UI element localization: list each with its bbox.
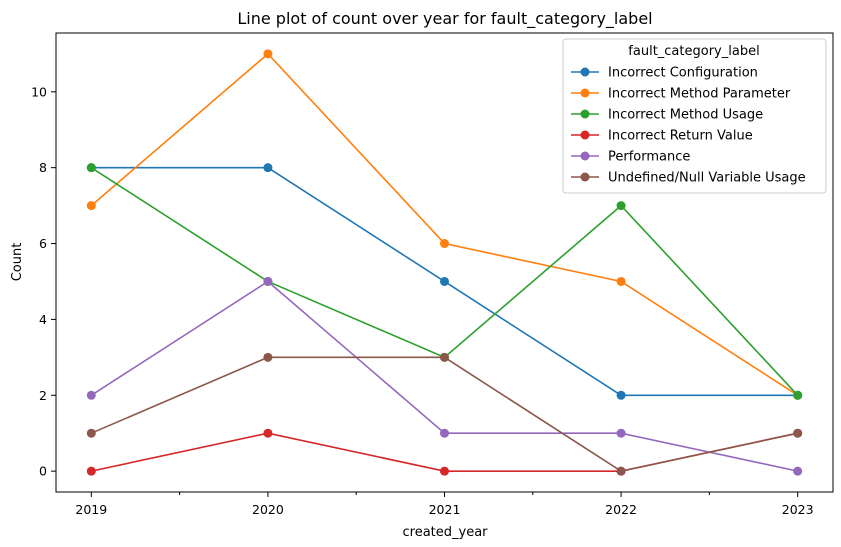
legend-marker bbox=[580, 130, 590, 140]
data-point bbox=[793, 428, 803, 438]
data-point bbox=[86, 390, 96, 400]
legend-label: Incorrect Method Usage bbox=[608, 108, 763, 123]
legend-marker bbox=[580, 88, 590, 98]
data-point bbox=[86, 466, 96, 476]
y-tick-label: 10 bbox=[31, 84, 47, 99]
legend-label: Incorrect Return Value bbox=[608, 129, 753, 144]
series-layer bbox=[86, 49, 803, 476]
data-point bbox=[616, 201, 626, 211]
legend-item: Incorrect Return Value bbox=[571, 129, 753, 144]
y-tick-label: 4 bbox=[39, 312, 47, 327]
y-tick-label: 0 bbox=[39, 464, 47, 479]
data-point bbox=[616, 390, 626, 400]
legend-item: Incorrect Method Usage bbox=[571, 108, 763, 123]
x-tick-label: 2023 bbox=[782, 502, 814, 517]
x-tick-label: 2019 bbox=[75, 502, 107, 517]
x-axis-label: created_year bbox=[402, 525, 488, 540]
data-point bbox=[86, 163, 96, 173]
legend-title: fault_category_label bbox=[628, 44, 759, 59]
legend-item: Undefined/Null Variable Usage bbox=[571, 171, 806, 186]
data-point bbox=[86, 428, 96, 438]
data-point bbox=[616, 428, 626, 438]
data-point bbox=[440, 276, 449, 286]
legend-items: Incorrect Configuration Incorrect Method … bbox=[571, 66, 806, 186]
legend-marker bbox=[580, 172, 590, 182]
y-axis-ticks: 0 2 4 6 8 10 bbox=[31, 84, 56, 479]
legend-label: Incorrect Configuration bbox=[608, 66, 758, 81]
data-point bbox=[86, 201, 96, 211]
y-tick-label: 6 bbox=[39, 236, 47, 251]
legend-item: Incorrect Configuration bbox=[571, 66, 758, 81]
data-point bbox=[263, 428, 273, 438]
series-undefined-null-variable-usage bbox=[86, 352, 803, 476]
x-tick-label: 2021 bbox=[429, 502, 461, 517]
x-tick-label: 2022 bbox=[605, 502, 637, 517]
legend-item: Performance bbox=[571, 150, 690, 165]
x-tick-label: 2020 bbox=[252, 502, 284, 517]
legend-marker bbox=[580, 151, 590, 161]
data-point bbox=[263, 163, 273, 173]
data-point bbox=[263, 49, 273, 59]
y-tick-label: 8 bbox=[39, 160, 47, 175]
data-point bbox=[793, 466, 803, 476]
legend-label: Undefined/Null Variable Usage bbox=[608, 171, 806, 186]
data-point bbox=[440, 352, 449, 362]
y-tick-label: 2 bbox=[39, 388, 47, 403]
data-point bbox=[263, 352, 273, 362]
legend-label: Performance bbox=[608, 150, 690, 165]
data-point bbox=[440, 466, 449, 476]
legend: fault_category_label Incorrect Configura… bbox=[562, 38, 827, 194]
legend-label: Incorrect Method Parameter bbox=[608, 87, 791, 102]
legend-box bbox=[562, 38, 827, 194]
chart-title: Line plot of count over year for fault_c… bbox=[237, 9, 652, 29]
legend-marker bbox=[580, 109, 590, 119]
data-point bbox=[616, 276, 626, 286]
data-point bbox=[616, 466, 626, 476]
data-point bbox=[793, 390, 803, 400]
data-point bbox=[440, 239, 449, 249]
data-point bbox=[263, 276, 273, 286]
series-performance bbox=[86, 276, 803, 476]
y-axis-label: Count bbox=[10, 243, 25, 282]
legend-item: Incorrect Method Parameter bbox=[571, 87, 791, 102]
legend-marker bbox=[580, 67, 590, 77]
x-axis-ticks: 2019 2020 2021 2022 2023 bbox=[75, 492, 814, 517]
data-point bbox=[440, 428, 449, 438]
